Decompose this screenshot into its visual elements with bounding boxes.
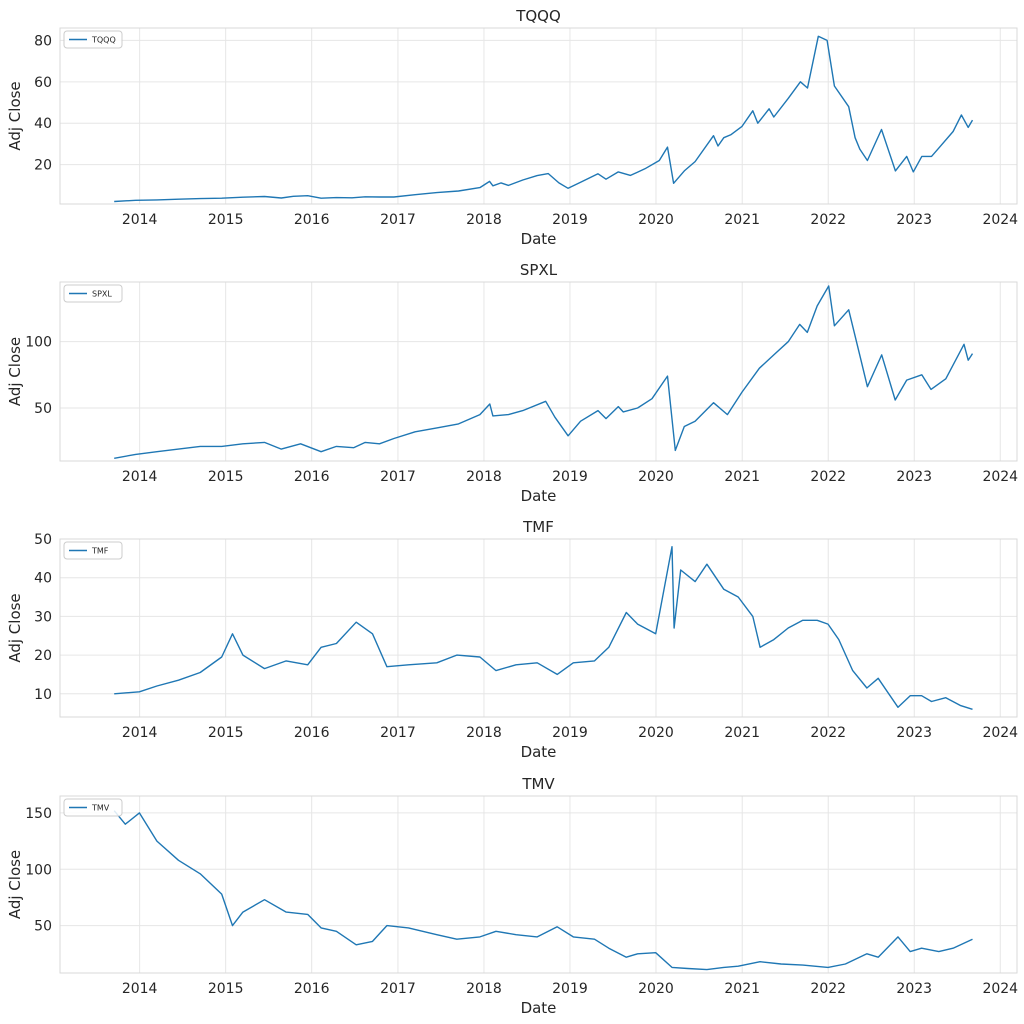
x-tick-label: 2015: [208, 725, 244, 741]
legend-entry: SPXL: [92, 290, 112, 299]
x-tick-label: 2014: [122, 725, 158, 741]
legend-entry: TQQQ: [91, 36, 116, 45]
x-tick-label: 2018: [466, 725, 502, 741]
chart-panel-1: 2014 2015 2016 2017 2018 2019 2020 2021 2022 2023…: [6, 261, 1018, 505]
series-line-spxl: [114, 285, 974, 459]
chart-title: TQQQ: [515, 7, 561, 25]
x-tick-label: 2023: [896, 212, 932, 228]
y-axis-label: Adj Close: [6, 850, 24, 919]
series-line-tmf: [114, 546, 973, 710]
axes-frame: [59, 281, 1018, 462]
plot-area: [60, 28, 1017, 204]
x-tick-label: 2024: [982, 981, 1018, 997]
chart-title: SPXL: [520, 261, 558, 279]
x-tick-label: 2017: [380, 725, 416, 741]
y-tick-label: 20: [34, 158, 52, 174]
chart-title: TMF: [522, 518, 554, 536]
legend: TMF: [63, 541, 123, 560]
plot-area: [60, 282, 1017, 461]
y-tick-label: 100: [25, 862, 52, 878]
x-tick-label: 2014: [122, 469, 158, 485]
chart-panel-3: 2014 2015 2016 2017 2018 2019 2020 2021 2022 2023…: [6, 775, 1018, 1017]
x-tick-label: 2016: [294, 725, 330, 741]
x-tick-label: 2017: [380, 212, 416, 228]
x-tick-label: 2018: [466, 469, 502, 485]
x-tick-label: 2020: [638, 212, 674, 228]
x-tick-label: 2022: [810, 212, 846, 228]
y-axis-label: Adj Close: [6, 337, 24, 406]
y-tick-label: 50: [34, 532, 52, 548]
legend-entry: TMF: [91, 547, 109, 556]
y-tick-label: 100: [25, 335, 52, 351]
x-axis-label: Date: [521, 999, 557, 1017]
x-tick-label: 2024: [982, 725, 1018, 741]
y-tick-label: 60: [34, 75, 52, 91]
chart-title: TMV: [521, 775, 555, 793]
y-axis-label: Adj Close: [6, 593, 24, 662]
legend-box: [63, 541, 123, 560]
y-tick-label: 80: [34, 33, 52, 49]
x-tick-label: 2018: [466, 212, 502, 228]
axes-frame: [59, 538, 1018, 718]
x-tick-label: 2021: [724, 725, 760, 741]
legend: TQQQ: [63, 30, 123, 49]
chart-panel-2: 2014 2015 2016 2017 2018 2019 2020 2021 2022 2023…: [6, 518, 1018, 761]
x-tick-label: 2021: [724, 981, 760, 997]
y-axis-label: Adj Close: [6, 81, 24, 150]
x-tick-label: 2023: [896, 981, 932, 997]
x-tick-label: 2021: [724, 469, 760, 485]
x-tick-label: 2021: [724, 212, 760, 228]
legend: TMV: [63, 798, 123, 817]
x-tick-label: 2019: [552, 981, 588, 997]
plot-area: [60, 539, 1017, 717]
x-tick-label: 2017: [380, 981, 416, 997]
x-tick-label: 2020: [638, 469, 674, 485]
x-tick-label: 2014: [122, 212, 158, 228]
x-tick-label: 2023: [896, 725, 932, 741]
x-tick-label: 2016: [294, 212, 330, 228]
chart-panel-0: 2014 2015 2016 2017 2018 2019 2020 2021 2022 2023…: [6, 7, 1018, 248]
series-line-tqqq: [114, 35, 974, 203]
y-tick-label: 10: [34, 687, 52, 703]
x-tick-label: 2016: [294, 469, 330, 485]
x-tick-label: 2020: [638, 981, 674, 997]
axes-frame: [59, 27, 1018, 205]
x-tick-label: 2016: [294, 981, 330, 997]
legend-box: [63, 284, 123, 303]
y-tick-label: 50: [34, 401, 52, 417]
y-tick-label: 150: [25, 806, 52, 822]
x-tick-label: 2024: [982, 469, 1018, 485]
axes-frame: [59, 795, 1018, 974]
x-tick-label: 2015: [208, 981, 244, 997]
x-tick-label: 2019: [552, 212, 588, 228]
x-tick-label: 2024: [982, 212, 1018, 228]
y-tick-label: 40: [34, 571, 52, 587]
x-axis-label: Date: [521, 487, 557, 505]
x-axis-label: Date: [521, 743, 557, 761]
x-tick-label: 2019: [552, 725, 588, 741]
legend-entry: TMV: [91, 804, 110, 813]
series-line-tmv: [113, 810, 973, 971]
y-tick-label: 20: [34, 648, 52, 664]
x-tick-label: 2014: [122, 981, 158, 997]
x-tick-label: 2018: [466, 981, 502, 997]
legend-box: [63, 30, 123, 49]
x-tick-label: 2017: [380, 469, 416, 485]
x-tick-label: 2019: [552, 469, 588, 485]
y-tick-label: 30: [34, 609, 52, 625]
x-tick-label: 2022: [810, 725, 846, 741]
x-axis-label: Date: [521, 230, 557, 248]
x-tick-label: 2022: [810, 469, 846, 485]
x-tick-label: 2015: [208, 212, 244, 228]
x-tick-label: 2015: [208, 469, 244, 485]
x-tick-label: 2023: [896, 469, 932, 485]
x-tick-label: 2022: [810, 981, 846, 997]
legend-box: [63, 798, 123, 817]
x-tick-label: 2020: [638, 725, 674, 741]
y-tick-label: 40: [34, 116, 52, 132]
y-tick-label: 50: [34, 919, 52, 935]
legend: SPXL: [63, 284, 123, 303]
plot-area: [60, 796, 1017, 973]
